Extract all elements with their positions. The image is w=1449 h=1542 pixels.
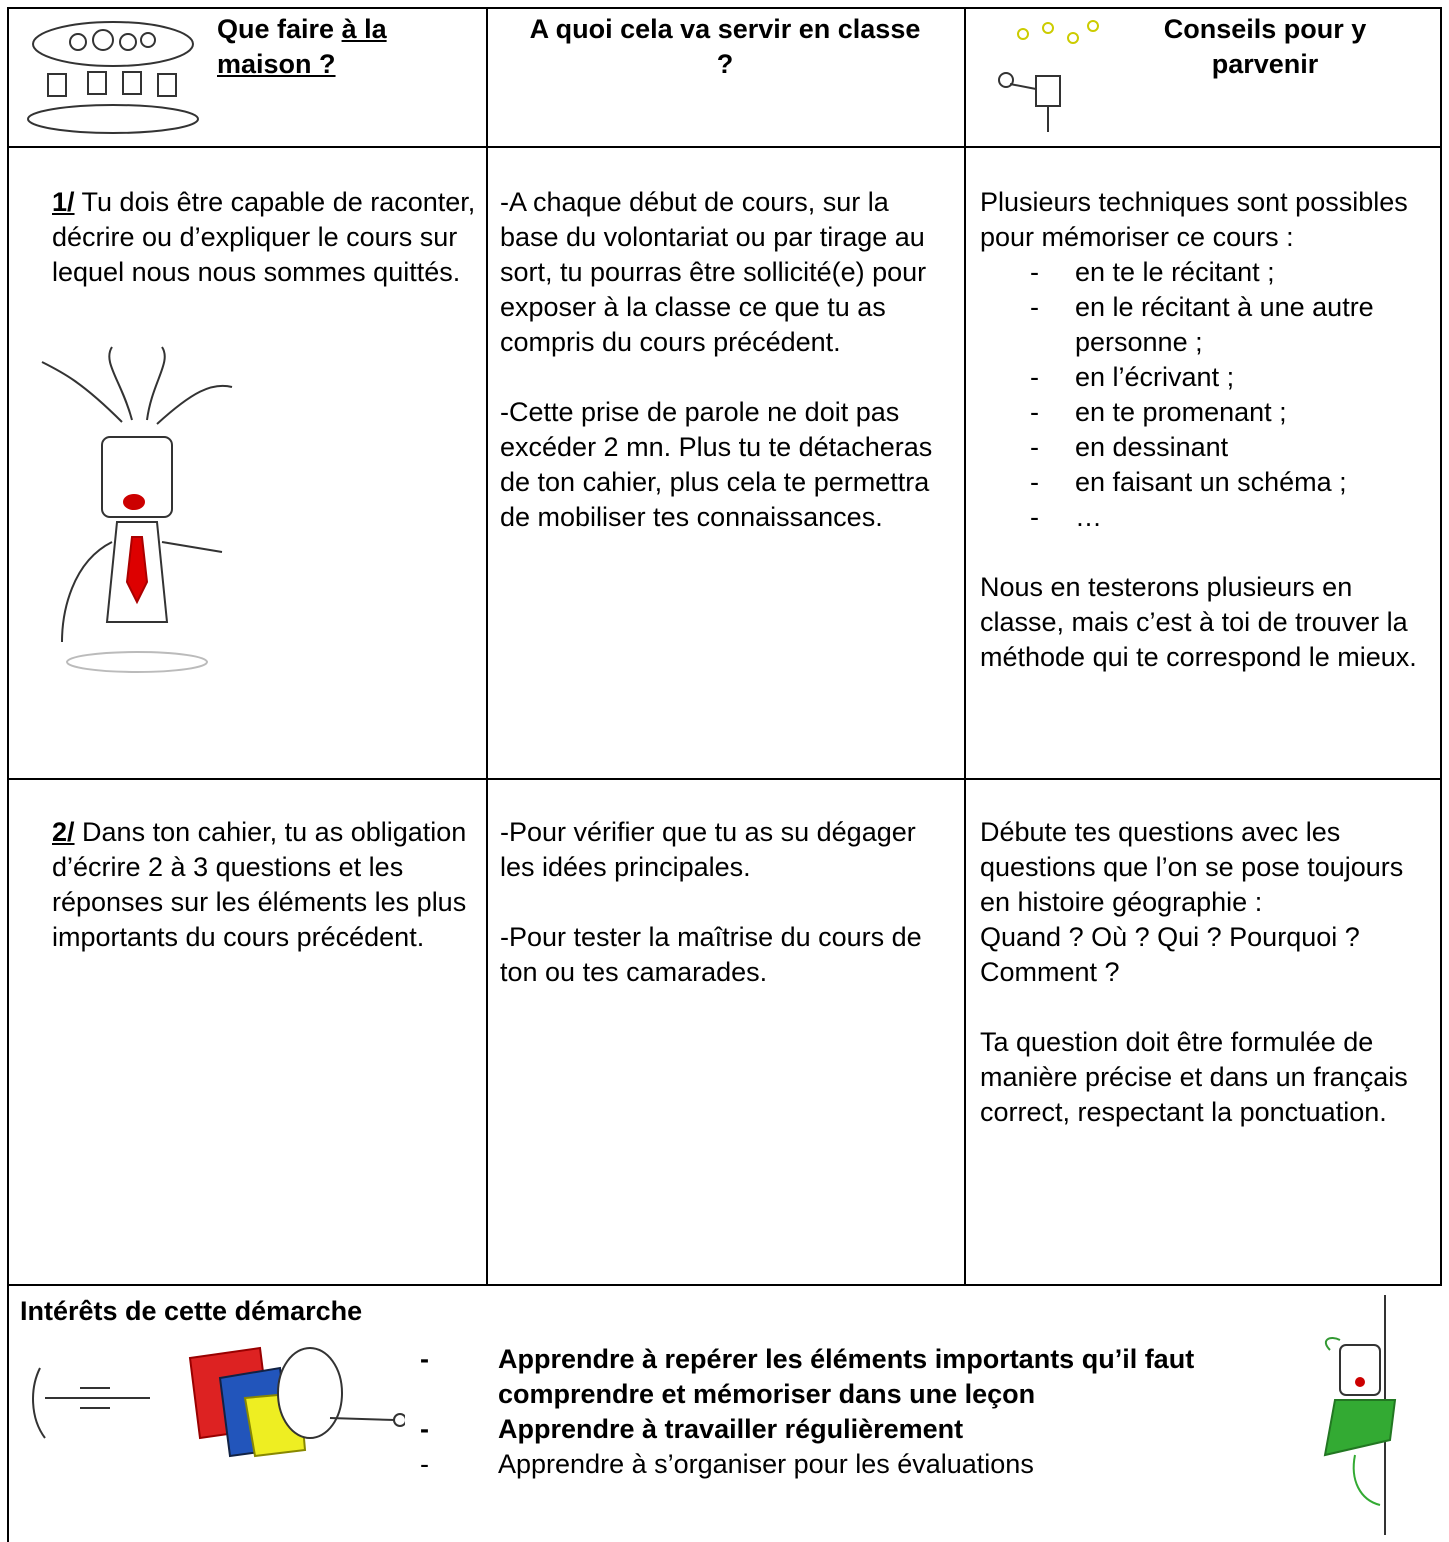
item-text: Apprendre à travailler régulièrement [498, 1414, 964, 1444]
illustration [41, 346, 233, 673]
advice-item: -… [980, 500, 1435, 535]
advice-item: - en faisant un schéma ; [980, 465, 1435, 500]
border [7, 7, 9, 1542]
item-text: … [1075, 502, 1102, 532]
advice-questions: Quand ? Où ? Qui ? Pourquoi ? Comment ? [980, 922, 1360, 987]
purpose-paragraph: -Pour vérifier que tu as su dégager les … [500, 817, 916, 882]
item-text: Apprendre à s’organiser pour les évaluat… [498, 1449, 1034, 1479]
purpose-cell: -Pour vérifier que tu as su dégager les … [500, 815, 955, 1025]
item-text: en te promenant ; [1075, 397, 1287, 427]
task-cell: 1/ Tu dois être capable de raconter, déc… [52, 185, 477, 290]
advice-cell: Plusieurs techniques sont possibles pour… [980, 185, 1435, 710]
border [1440, 7, 1442, 1286]
header-cell: A quoi cela va servir en classe ? [529, 14, 921, 79]
border [7, 778, 1442, 780]
purpose-paragraph: -A chaque début de cours, sur la base du… [500, 187, 927, 357]
illustration [1323, 1295, 1397, 1535]
item-text: en te le récitant ; [1075, 257, 1275, 287]
illustration [32, 1346, 405, 1458]
advice-intro: Plusieurs techniques sont possibles pour… [980, 187, 1408, 252]
benefits-cell: - Apprendre à repérer les éléments import… [420, 1342, 1220, 1482]
bullet: - [1030, 502, 1039, 532]
header-cell: Que faire à la maison ? [205, 12, 442, 82]
purpose-paragraph: -Cette prise de parole ne doit pas excéd… [500, 397, 933, 532]
benefit-item: - Apprendre à s’organiser pour les évalua… [420, 1447, 1220, 1482]
item-text: en l’écrivant ; [1075, 362, 1235, 392]
border [7, 7, 1442, 9]
advice-outro: Ta question doit être formulée de manièr… [980, 1027, 1408, 1127]
bullet: - [1030, 362, 1039, 392]
bullet: - [420, 1449, 429, 1479]
task-text: Dans ton cahier, tu as obligation d’écri… [52, 817, 467, 952]
border [964, 7, 966, 1286]
illustration [27, 21, 199, 134]
item-text: en dessinant [1075, 432, 1229, 462]
bullet: - [1030, 397, 1039, 427]
advice-intro: Débute tes questions avec les questions … [980, 817, 1404, 917]
border [486, 7, 488, 1286]
border [7, 1284, 1442, 1286]
header-title: Que faire [217, 14, 335, 44]
task-text: Tu dois être capable de raconter, décrir… [52, 187, 476, 287]
purpose-paragraph: -Pour tester la maîtrise du cours de ton… [500, 922, 922, 987]
bullet: - [420, 1414, 429, 1444]
benefits-list: - Apprendre à repérer les éléments import… [420, 1342, 1220, 1482]
benefits-title: Intérêts de cette démarche [20, 1296, 363, 1326]
item-text: en le récitant à une autre personne ; [1075, 292, 1374, 357]
purpose-cell: -A chaque début de cours, sur la base du… [500, 185, 950, 570]
task-number: 2/ [52, 817, 75, 847]
advice-cell: Débute tes questions avec les questions … [980, 815, 1435, 1165]
advice-outro: Nous en testerons plusieurs en classe, m… [980, 572, 1417, 672]
bullet: - [1030, 257, 1039, 287]
bullet: - [1030, 467, 1039, 497]
item-text: Apprendre à repérer les éléments importa… [498, 1344, 1195, 1409]
header-title-underlined: à la maison ? [217, 14, 387, 79]
bullet: - [1030, 292, 1039, 322]
benefit-item: - Apprendre à repérer les éléments import… [420, 1342, 1220, 1412]
benefit-item: - Apprendre à travailler régulièrement [420, 1412, 1220, 1447]
bullet: - [420, 1344, 429, 1374]
advice-item: - en le récitant à une autre personne ; [980, 290, 1435, 360]
task-cell: 2/ Dans ton cahier, tu as obligation d’é… [52, 815, 477, 955]
advice-item: - en dessinant [980, 430, 1435, 465]
task-number: 1/ [52, 187, 75, 217]
advice-list: - en te le récitant ; - en le récitant à u… [980, 255, 1435, 535]
header-cell: Conseils pour y parvenir [1163, 14, 1367, 79]
advice-item: - en l’écrivant ; [980, 360, 1435, 395]
advice-item: - en te le récitant ; [980, 255, 1435, 290]
border [7, 146, 1442, 148]
item-text: en faisant un schéma ; [1075, 467, 1347, 497]
illustration [998, 20, 1099, 132]
advice-item: - en te promenant ; [980, 395, 1435, 430]
bullet: - [1030, 432, 1039, 462]
